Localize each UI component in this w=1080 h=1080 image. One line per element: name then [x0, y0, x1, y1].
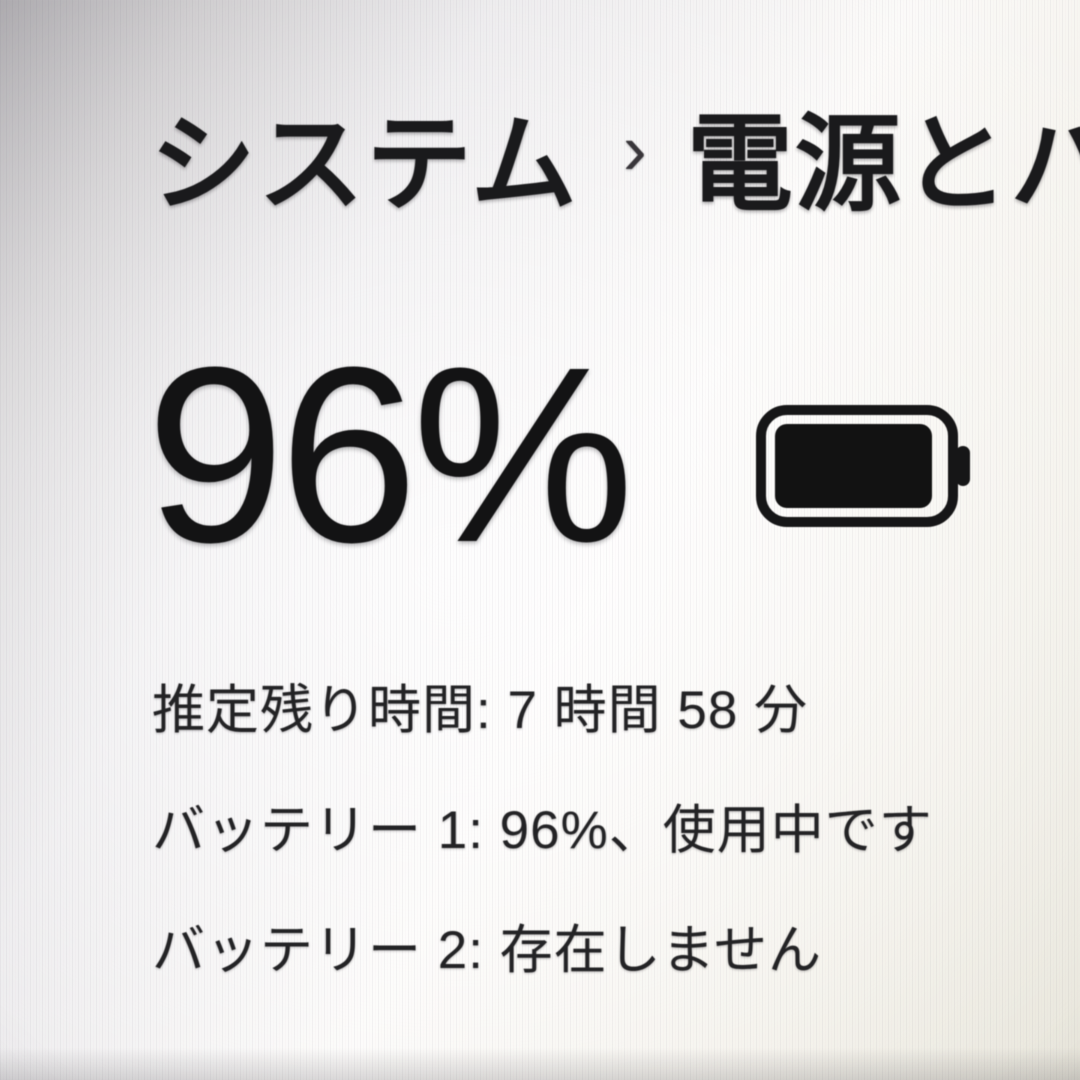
breadcrumb-current-power-battery: 電源とバッテリー: [686, 106, 1080, 224]
breadcrumb-item-system[interactable]: システム: [150, 106, 579, 224]
breadcrumb: システム › 電源とバッテリー: [150, 78, 1080, 232]
battery-1-status: バッテリー 1: 96%、使用中です: [152, 801, 933, 860]
battery-2-status: バッテリー 2: 存在しません: [152, 921, 823, 980]
battery-overview: 96%: [146, 330, 972, 580]
battery-percent-value: 96%: [146, 315, 634, 594]
battery-fill-rect: [775, 424, 933, 508]
battery-time-remaining: 推定残り時間: 7 時間 58 分: [152, 681, 809, 740]
chevron-right-icon: ›: [622, 110, 649, 190]
battery-icon: [756, 405, 971, 527]
